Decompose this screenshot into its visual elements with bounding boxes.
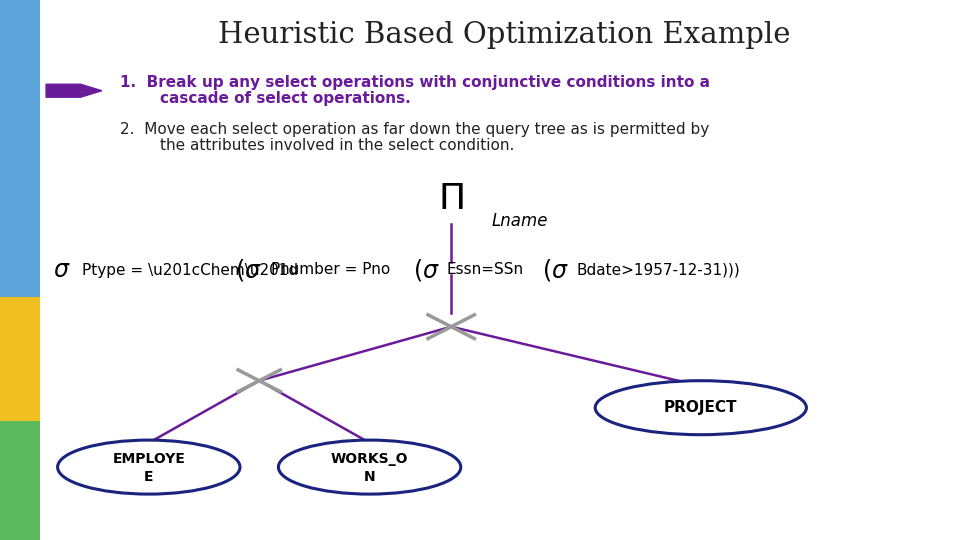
Text: Lname: Lname <box>492 212 548 231</box>
Text: Pnumber = Pno: Pnumber = Pno <box>271 262 390 278</box>
Text: PROJECT: PROJECT <box>664 400 737 415</box>
Text: E: E <box>144 470 154 484</box>
Text: $(\sigma$: $(\sigma$ <box>542 257 569 283</box>
Text: Essn=SSn: Essn=SSn <box>446 262 523 278</box>
Text: N: N <box>364 470 375 484</box>
Ellipse shape <box>278 440 461 494</box>
Text: $(\sigma$: $(\sigma$ <box>413 257 440 283</box>
Text: 1.  Break up any select operations with conjunctive conditions into a: 1. Break up any select operations with c… <box>120 75 710 90</box>
Text: 2.  Move each select operation as far down the query tree as is permitted by: 2. Move each select operation as far dow… <box>120 122 709 137</box>
Ellipse shape <box>58 440 240 494</box>
Text: $\Pi$: $\Pi$ <box>439 182 464 216</box>
Ellipse shape <box>595 381 806 435</box>
Text: $(\sigma$: $(\sigma$ <box>235 257 262 283</box>
Text: cascade of select operations.: cascade of select operations. <box>160 91 411 106</box>
Text: WORKS_O: WORKS_O <box>331 452 408 466</box>
Text: Heuristic Based Optimization Example: Heuristic Based Optimization Example <box>218 21 790 49</box>
Text: EMPLOYE: EMPLOYE <box>112 452 185 466</box>
Text: Ptype = \u201cChem\u201d: Ptype = \u201cChem\u201d <box>82 262 298 278</box>
Text: Bdate>1957-12-31))): Bdate>1957-12-31))) <box>576 262 740 278</box>
Text: $\sigma$: $\sigma$ <box>53 258 70 282</box>
Bar <box>0 0 40 297</box>
Bar <box>0 421 40 540</box>
Text: the attributes involved in the select condition.: the attributes involved in the select co… <box>160 138 515 153</box>
FancyArrow shape <box>46 84 102 97</box>
Bar <box>0 297 40 421</box>
